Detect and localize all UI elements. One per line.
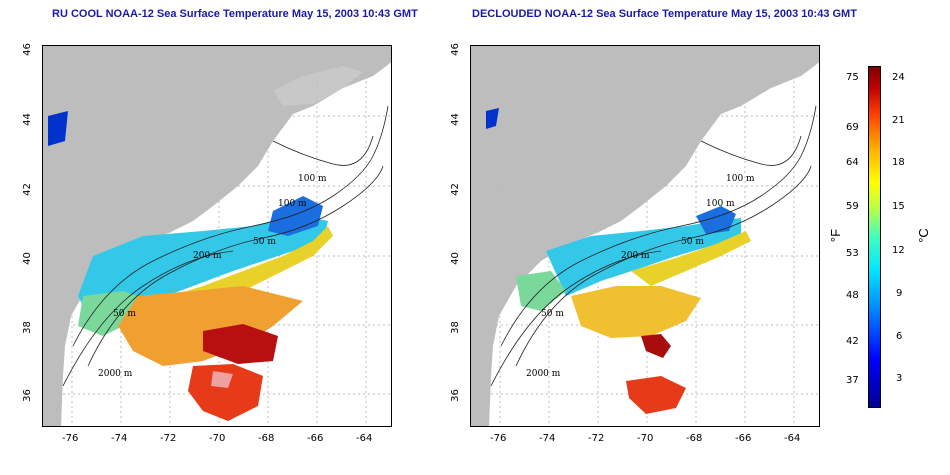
right-lon-tick-76: -76 (490, 433, 507, 444)
colorbar-f-tick-53: 53 (846, 248, 859, 259)
colorbar-c-tick-15: 15 (892, 201, 905, 212)
right-lon-tick-70: -70 (637, 433, 654, 444)
left-lat-tick-46: 46 (21, 43, 33, 56)
sst-red-south (188, 364, 263, 421)
right-lat-tick-44: 44 (449, 113, 461, 126)
left-lon-tick-70: -70 (209, 433, 226, 444)
bathymetry-contours (490, 105, 817, 387)
sst-orange-offshore (118, 286, 303, 366)
right-lon-tick-72: -72 (588, 433, 605, 444)
land-mass (43, 46, 391, 426)
left-lon-tick-76: -76 (62, 433, 79, 444)
sst-blue-shelf (268, 196, 323, 236)
colorbar-c-tick-12: 12 (892, 245, 905, 256)
sst-pink-south (211, 371, 233, 388)
right-map-canvas: 100 m 100 m 50 m 200 m 50 m 2000 m (471, 46, 819, 426)
right-lat-tick-42: 42 (449, 183, 461, 196)
contour-label: 50 m (253, 237, 276, 247)
contour-label: 100 m (706, 199, 735, 209)
left-lat-tick-44: 44 (21, 113, 33, 126)
contour-label: 200 m (621, 251, 650, 261)
colorbar-f-tick-42: 42 (846, 336, 859, 347)
right-lat-tick-40: 40 (449, 252, 461, 265)
land-island (273, 66, 363, 106)
contour-label: 200 m (193, 251, 222, 261)
colorbar-celsius-unit: °C (915, 228, 931, 243)
colorbar-f-tick-37: 37 (846, 375, 859, 386)
left-lat-tick-42: 42 (21, 183, 33, 196)
left-lon-tick-64: -64 (356, 433, 373, 444)
colorbar-c-tick-24: 24 (892, 72, 905, 83)
colorbar-f-tick-75: 75 (846, 72, 859, 83)
bathymetry-contours (62, 105, 389, 387)
right-lon-tick-68: -68 (686, 433, 703, 444)
colorbar-f-tick-59: 59 (846, 201, 859, 212)
colorbar-f-tick-64: 64 (846, 157, 859, 168)
right-lat-tick-46: 46 (449, 43, 461, 56)
colorbar-f-tick-48: 48 (846, 290, 859, 301)
colorbar-fahrenheit-unit: °F (828, 228, 844, 243)
left-map-title: RU COOL NOAA-12 Sea Surface Temperature … (52, 8, 418, 20)
right-lon-tick-66: -66 (735, 433, 752, 444)
right-lon-tick-64: -64 (784, 433, 801, 444)
sst-blue-patch-ne (48, 111, 68, 146)
sst-orange-offshore (571, 286, 701, 338)
sst-green-slope (516, 271, 566, 311)
temperature-colorbar (868, 66, 881, 408)
sst-red-eddy (203, 324, 278, 364)
left-lon-tick-68: -68 (258, 433, 275, 444)
contour-label: 100 m (726, 174, 755, 184)
right-map-title: DECLOUDED NOAA-12 Sea Surface Temperatur… (472, 8, 857, 20)
right-lat-tick-36: 36 (449, 389, 461, 402)
contour-label: 2000 m (98, 369, 133, 379)
contour-label: 100 m (298, 174, 327, 184)
sst-red-eddy (641, 334, 671, 358)
left-map-frame: 100 m 100 m 50 m 200 m 50 m 2000 m (42, 45, 392, 427)
right-lat-tick-38: 38 (449, 321, 461, 334)
land-mass (471, 46, 819, 426)
colorbar-c-tick-9: 9 (896, 288, 903, 299)
left-lat-tick-36: 36 (21, 389, 33, 402)
colorbar-c-tick-18: 18 (892, 157, 905, 168)
left-lon-tick-74: -74 (111, 433, 128, 444)
sst-red-south (626, 376, 686, 414)
left-lat-tick-40: 40 (21, 252, 33, 265)
sst-blue-patch-ne (486, 108, 499, 129)
left-map-canvas: 100 m 100 m 50 m 200 m 50 m 2000 m (43, 46, 391, 426)
contour-label: 50 m (113, 309, 136, 319)
colorbar-c-tick-3: 3 (896, 373, 903, 384)
right-map-frame: 100 m 100 m 50 m 200 m 50 m 2000 m (470, 45, 820, 427)
contour-label: 50 m (681, 237, 704, 247)
colorbar-f-tick-69: 69 (846, 122, 859, 133)
colorbar-c-tick-6: 6 (896, 331, 903, 342)
sst-yellow-band (631, 231, 751, 286)
left-lat-tick-38: 38 (21, 321, 33, 334)
sst-blue-shelf (696, 206, 736, 234)
left-lon-tick-72: -72 (160, 433, 177, 444)
contour-label: 100 m (278, 199, 307, 209)
right-lon-tick-74: -74 (539, 433, 556, 444)
colorbar-c-tick-21: 21 (892, 115, 905, 126)
left-lon-tick-66: -66 (307, 433, 324, 444)
contour-label: 50 m (541, 309, 564, 319)
contour-label: 2000 m (526, 369, 561, 379)
